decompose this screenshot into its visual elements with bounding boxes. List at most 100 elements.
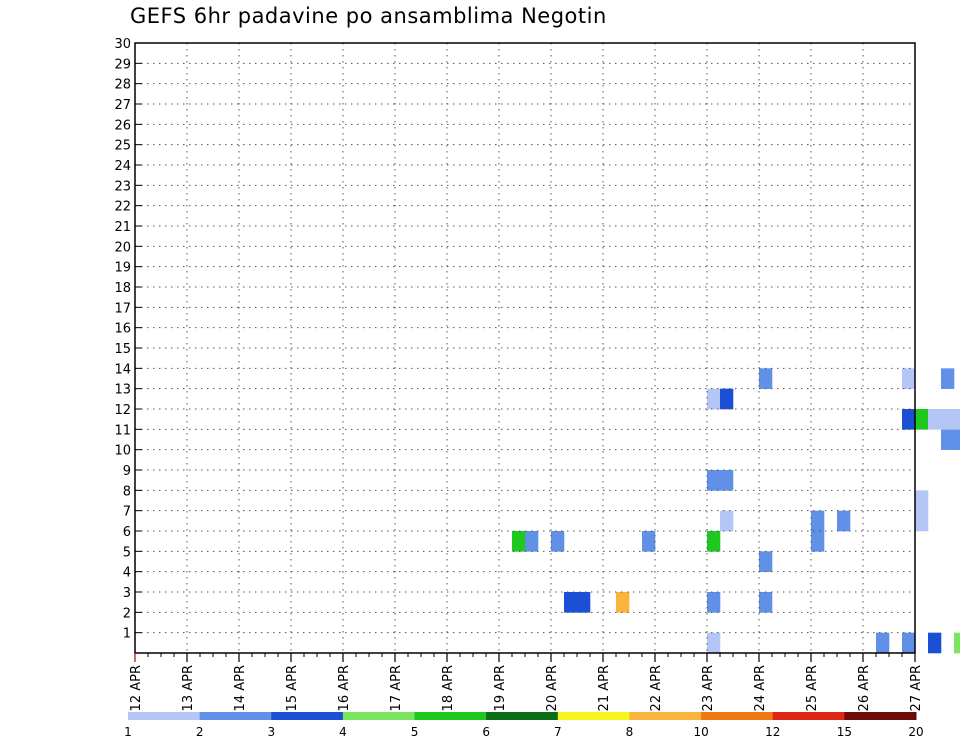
heatmap-cell: [512, 531, 526, 552]
y-tick-label: 18: [114, 281, 131, 296]
heatmap-cell: [707, 632, 721, 654]
y-tick-label: 8: [123, 484, 131, 499]
heatmap-cell: [759, 368, 773, 389]
legend-label: 3: [267, 725, 275, 739]
y-tick-label: 10: [114, 444, 131, 459]
y-tick-label: 2: [123, 606, 131, 621]
y-tick-label: 13: [114, 383, 131, 398]
y-tick-label: 28: [114, 78, 131, 93]
grid-lines: [134, 42, 916, 653]
heatmap-cell: [577, 592, 591, 613]
heatmap-cell: [928, 409, 942, 430]
y-tick-label: 19: [114, 261, 131, 276]
legend-label: 6: [482, 725, 490, 739]
x-tick-label: 18 APR: [441, 665, 456, 711]
legend-label: 15: [837, 725, 852, 739]
x-tick-label: 13 APR: [181, 665, 196, 711]
legend-label: 8: [626, 725, 634, 739]
heatmap-cell: [525, 531, 539, 552]
heatmap-cell: [915, 510, 929, 532]
y-tick-label: 21: [114, 220, 131, 235]
legend-label: 12: [765, 725, 780, 739]
legend-swatch: [342, 712, 416, 720]
y-tick-label: 17: [114, 301, 131, 316]
heatmap-cell: [642, 531, 656, 552]
legend-label: 7: [554, 725, 562, 739]
heatmap-cell: [707, 470, 721, 491]
heatmap-cell: [616, 592, 630, 613]
y-tick-label: 16: [114, 322, 131, 337]
legend-swatch: [414, 712, 487, 720]
heatmap-cell: [837, 510, 851, 532]
y-tick-label: 25: [114, 139, 131, 154]
heatmap-cell: [707, 388, 721, 410]
x-tick-label: 12 APR: [129, 665, 144, 711]
heatmap-cell: [941, 429, 955, 450]
legend-swatch: [701, 712, 774, 720]
y-tick-label: 12: [114, 403, 131, 418]
legend-swatch: [271, 712, 344, 720]
heatmap-cell: [915, 409, 929, 430]
x-tick-label: 23 APR: [701, 665, 716, 711]
y-tick-label: 14: [114, 362, 131, 377]
x-tick-label: 21 APR: [597, 665, 612, 711]
y-tick-label: 23: [114, 179, 131, 194]
heatmap-cell: [902, 409, 916, 430]
legend-label: 4: [339, 725, 347, 739]
x-tick-label: 27 APR: [909, 665, 924, 711]
heatmap-cell: [551, 531, 565, 552]
y-tick-label: 29: [114, 57, 131, 72]
heatmap-cell: [902, 368, 916, 389]
x-tick-label: 17 APR: [389, 665, 404, 711]
heatmap-cell: [928, 632, 942, 654]
x-tick-label: 26 APR: [857, 665, 872, 711]
x-tick-label: 14 APR: [233, 665, 248, 711]
heatmap-cell: [759, 592, 773, 613]
heatmap-cell: [720, 470, 734, 491]
heatmap-cell: [707, 531, 721, 552]
heatmap-cell: [720, 510, 734, 532]
legend-swatch: [844, 712, 917, 720]
heatmap-cell: [954, 429, 960, 450]
legend-swatch: [486, 712, 559, 720]
heatmap-cell: [941, 368, 955, 389]
y-axis: 1234567891011121314151617181920212223242…: [114, 37, 142, 642]
legend-swatch: [772, 712, 845, 720]
y-tick-label: 11: [114, 423, 131, 438]
heatmap-cell: [707, 592, 721, 613]
y-tick-label: 4: [123, 566, 131, 581]
legend-swatch: [199, 712, 272, 720]
y-tick-label: 1: [123, 627, 131, 642]
heatmap-cell: [902, 632, 916, 654]
legend-label: 2: [196, 725, 204, 739]
heatmap-cells: [512, 368, 960, 654]
legend-swatch: [557, 712, 630, 720]
y-tick-label: 22: [114, 200, 131, 215]
x-tick-label: 25 APR: [805, 665, 820, 711]
heatmap-cell: [564, 592, 578, 613]
x-tick-label: 19 APR: [493, 665, 508, 711]
x-axis: 12 APR 13 APR 14 APR 15 APR 16 APR 17 APR 18 A…: [129, 653, 924, 711]
color-legend: 1 2 3 4 5 6 7 8 10 12 15 20: [124, 712, 924, 739]
y-tick-label: 5: [123, 545, 131, 560]
y-tick-label: 20: [114, 240, 131, 255]
legend-label: 5: [411, 725, 419, 739]
y-tick-label: 7: [123, 505, 131, 520]
x-tick-label: 22 APR: [649, 665, 664, 711]
legend-label: 10: [693, 725, 708, 739]
heatmap-cell: [720, 388, 734, 410]
x-tick-label: 24 APR: [753, 665, 768, 711]
legend-swatch: [128, 712, 201, 720]
y-tick-label: 15: [114, 342, 131, 357]
heatmap-cell: [876, 632, 890, 654]
legend-label: 1: [124, 725, 132, 739]
chart-title: GEFS 6hr padavine po ansamblima Negotin: [130, 4, 607, 28]
heatmap-cell: [941, 409, 955, 430]
y-tick-label: 9: [123, 464, 131, 479]
y-tick-label: 27: [114, 98, 131, 113]
x-tick-label: 16 APR: [337, 665, 352, 711]
y-tick-label: 26: [114, 118, 131, 133]
y-tick-label: 3: [123, 586, 131, 601]
legend-swatch: [629, 712, 702, 720]
